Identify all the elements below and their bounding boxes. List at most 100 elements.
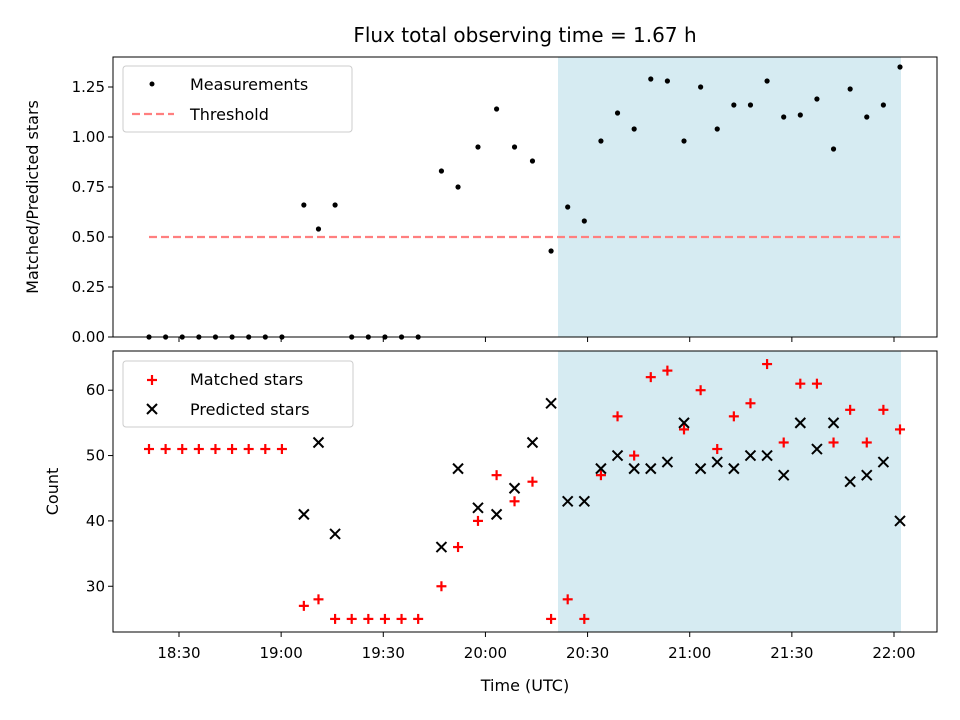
- matched-star-point: [695, 385, 706, 396]
- xtick-label: 20:30: [566, 644, 609, 662]
- bottom-x-ticks: 18:30 19:00 19:30 20:00 20:30 21:00 21:30 22:00: [157, 632, 916, 662]
- predicted-star-point-b: [794, 417, 807, 429]
- measurement-point: [698, 84, 704, 90]
- top-axes-frame: [112, 56, 938, 338]
- bottom-ytick-label: 50: [86, 447, 105, 465]
- predicted-star-point-b: [645, 462, 657, 475]
- bottom-legend: Matched stars Predicted stars: [122, 360, 354, 428]
- predicted-star-point-b: [811, 443, 823, 455]
- measurement-point: [455, 184, 461, 190]
- predicted-star-point: [728, 462, 740, 475]
- matched-star-point: [177, 444, 188, 455]
- xtick-label: 20:00: [464, 644, 507, 662]
- predicted-star-point: [490, 508, 503, 521]
- predicted-star-point: [678, 417, 690, 429]
- measurement-point: [438, 168, 445, 174]
- predicted-star-point: [645, 462, 657, 475]
- bottom-y-axis-label: Count: [43, 468, 62, 516]
- predicted-star-point: [545, 397, 557, 409]
- predicted-star-point: [561, 495, 574, 508]
- matched-star-point: [330, 613, 341, 624]
- measurement-point: [830, 146, 837, 152]
- matched-star-point: [276, 444, 287, 455]
- matched-star-point: [612, 411, 623, 422]
- matched-star-point: [562, 594, 573, 605]
- matched-star-point: [662, 365, 673, 376]
- predicted-star-point-b: [678, 417, 690, 429]
- top-panel: 0.00 0.25 0.50 0.75 1.00 1.25 Flux total obse…: [23, 23, 938, 346]
- predicted-star-point: [794, 417, 807, 429]
- predicted-star-point: [595, 462, 607, 475]
- predicted-star-point-b: [329, 528, 341, 540]
- predicted-star-point-b: [312, 436, 325, 449]
- predicted-star-point-b: [508, 482, 521, 494]
- bottom-ytick-label: 40: [86, 512, 105, 530]
- predicted-star-point-b: [472, 502, 484, 514]
- matched-star-point: [243, 444, 254, 455]
- measurement-point: [864, 114, 870, 120]
- predicted-star-point-b: [744, 449, 757, 462]
- measurement-point: [714, 126, 720, 132]
- predicted-star-point-b: [777, 469, 790, 481]
- predicted-star-point: [761, 449, 773, 462]
- predicted-star-point-b: [728, 462, 740, 475]
- measurement-point: [493, 106, 500, 112]
- measurement-point: [681, 138, 687, 144]
- measurement-point: [664, 78, 670, 84]
- matched-star-point: [527, 476, 538, 487]
- predicted-star-point-b: [545, 397, 557, 409]
- measurement-point: [565, 204, 571, 210]
- matched-star-point: [160, 444, 171, 455]
- predicted-star-point: [827, 417, 840, 429]
- predicted-star-point-b: [298, 508, 310, 521]
- legend-matched-label: Matched stars: [190, 370, 303, 389]
- matched-star-point: [828, 437, 839, 448]
- measurement-point: [511, 144, 518, 150]
- measurement-point: [747, 102, 754, 108]
- predicted-star-point: [526, 436, 539, 449]
- predicted-star-point-b: [611, 449, 624, 462]
- top-ytick-label: 1.00: [72, 128, 105, 146]
- measurement-point: [797, 112, 803, 118]
- predicted-star-point-b: [595, 462, 607, 475]
- matched-star-point: [144, 444, 154, 455]
- measurement-point: [529, 158, 536, 164]
- legend-plus: [147, 375, 157, 385]
- matched-star-point: [629, 450, 640, 461]
- predicted-star-point: [694, 462, 707, 475]
- measurement-point: [648, 76, 654, 82]
- top-ytick-label: 0.75: [72, 178, 105, 196]
- legend-predicted-marker: [146, 403, 158, 415]
- predicted-star-point-b: [628, 462, 640, 475]
- measurement-point: [475, 144, 481, 150]
- measurement-point: [880, 102, 886, 108]
- matched-star-point: [210, 444, 221, 455]
- predicted-star-point-b: [861, 469, 873, 481]
- predicted-star-point: [777, 469, 790, 481]
- measurement-point: [897, 64, 903, 70]
- predicted-star-point-b: [490, 508, 503, 521]
- xtick-label: 19:00: [260, 644, 303, 662]
- measurement-point: [781, 114, 787, 120]
- predicted-star-point: [711, 456, 723, 468]
- top-ytick-label: 0.25: [72, 278, 105, 296]
- predicted-star-point-b: [694, 462, 707, 475]
- measurement-point: [581, 218, 587, 224]
- predicted-star-point-b: [578, 495, 591, 508]
- predicted-star-point: [435, 541, 448, 553]
- legend-cross: [146, 403, 158, 415]
- measurement-point: [631, 126, 637, 132]
- xtick-label: 18:30: [157, 644, 200, 662]
- matched-star-point: [436, 581, 447, 592]
- predicted-star-point: [628, 462, 640, 475]
- legend-measurements-marker: [149, 81, 155, 87]
- top-y-ticks: 0.00 0.25 0.50 0.75 1.00 1.25: [72, 78, 113, 346]
- matched-star-point: [878, 404, 889, 415]
- matched-star-point: [778, 437, 789, 448]
- matched-star-point: [396, 613, 407, 624]
- measurement-point: [598, 138, 604, 144]
- matched-star-point: [413, 613, 424, 624]
- chart-title: Flux total observing time = 1.67 h: [353, 23, 696, 47]
- bottom-panel: 30 40 50 60 18:30 19:00 19:30 20:00 20:30 21:00 2…: [43, 350, 938, 695]
- predicted-star-point: [861, 469, 873, 481]
